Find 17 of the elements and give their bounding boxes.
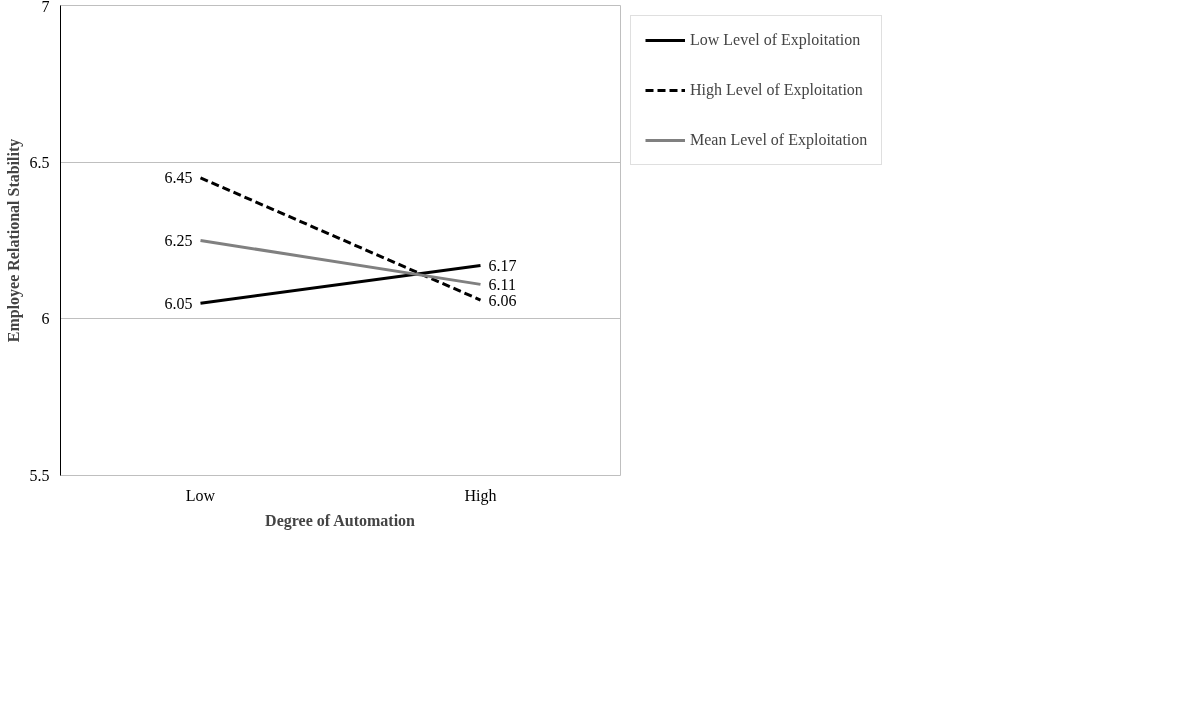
data-label: 6.17 [488,257,517,275]
data-label: 6.11 [488,275,516,293]
y-tick-label: 7 [41,0,50,15]
y-tick-label: 6.5 [29,153,50,171]
x-tick-label: High [464,486,497,505]
legend-label: Mean Level of Exploitation [690,131,868,149]
legend-label: Low Level of Exploitation [690,31,861,49]
x-tick-label: Low [185,486,216,504]
y-tick-label: 5.5 [29,467,50,484]
y-axis-title: Employee Relational Stability [4,138,23,343]
x-axis-title: Degree of Automation [265,511,416,530]
data-label: 6.06 [488,291,517,309]
legend-label: High Level of Exploitation [690,81,863,99]
data-label: 6.05 [164,294,193,312]
data-label: 6.25 [164,232,193,249]
data-label: 6.45 [164,169,193,187]
y-tick-label: 6 [41,310,50,328]
